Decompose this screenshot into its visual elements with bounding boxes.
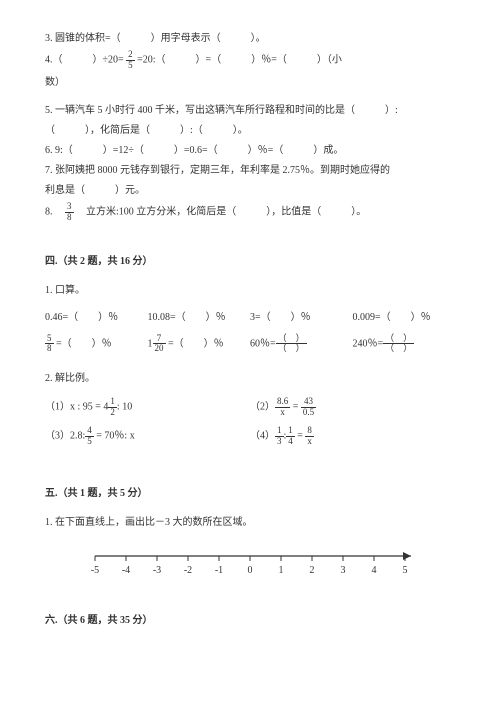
- p3-f1d: 5: [85, 437, 94, 447]
- p3-a: （3）2.8:: [45, 431, 85, 442]
- c5-den: 8: [45, 344, 54, 354]
- s5-q1-numberline: 1. 在下面直线上，画出比－3 大的数所在区域。: [45, 514, 455, 531]
- q8-fraction: 3 8: [65, 202, 74, 223]
- p4-f2d: 4: [286, 437, 295, 447]
- svg-text:5: 5: [403, 565, 408, 576]
- calc-c4: 0.009=（ ）％: [353, 309, 456, 326]
- q4-frac-den: 5: [126, 61, 135, 71]
- q8-text-b: 立方米:100 立方分米，化简后是（ ），比值是（ ）。: [76, 206, 366, 217]
- p2-f1d: x: [275, 408, 290, 418]
- calc-c6: 1 7 20 =（ ）％: [148, 334, 251, 355]
- number-line-wrap: -5 -4 -3 -2 -1 0 1 2 3 4 5: [45, 546, 455, 582]
- p4-a: （4）: [250, 431, 275, 442]
- calc-c2: 10.08=（ ）％: [148, 309, 251, 326]
- q4-text-a: 4.（ ）÷20=: [45, 55, 124, 66]
- section-5-header: 五.（共 1 题，共 5 分）: [45, 485, 455, 502]
- number-line-svg: -5 -4 -3 -2 -1 0 1 2 3 4 5: [80, 546, 420, 582]
- c7-a: 60％=: [250, 338, 276, 349]
- p3-f1: 4 5: [85, 426, 94, 447]
- svg-text:-1: -1: [215, 565, 223, 576]
- q4-text-b: =20:（ ）=（ ）％=（ ）（小: [137, 55, 342, 66]
- q8-cubic: 8. 3 8 立方米:100 立方分米，化简后是（ ），比值是（ ）。: [45, 202, 455, 223]
- q8-frac-den: 8: [65, 213, 74, 223]
- svg-text:2: 2: [310, 565, 315, 576]
- s4-q1-mental-calc: 1. 口算。: [45, 282, 455, 299]
- p3-b: = 70％: x: [94, 431, 135, 442]
- q4-division-ratio: 4.（ ）÷20= 2 5 =20:（ ）=（ ）％=（ ）（小: [45, 50, 455, 71]
- p1-den: 2: [108, 408, 117, 418]
- c6-frac: 7 20: [153, 334, 166, 355]
- section-4-header: 四.（共 2 题，共 16 分）: [45, 253, 455, 270]
- prop-grid: （1）x : 95 = 4 1 2 : 10 （2） 8.6 x = 43 0.…: [45, 397, 455, 455]
- section-6-header: 六.（共 6 题，共 35 分）: [45, 612, 455, 629]
- c6-b: =（ ）％: [166, 338, 224, 349]
- q5-car-ratio-b: （ ），化简后是（ ）:（ ）。: [45, 122, 455, 139]
- svg-text:3: 3: [341, 565, 346, 576]
- p4-eq: =: [295, 431, 306, 442]
- calc-c1: 0.46=（ ）％: [45, 309, 148, 326]
- c8-a: 240％=: [353, 338, 384, 349]
- q7-bank-a: 7. 张阿姨把 8000 元钱存到银行，定期三年，年利率是 2.75％。到期时她…: [45, 162, 455, 179]
- prop-p3: （3）2.8: 4 5 = 70％: x: [45, 426, 250, 447]
- p4-f1: 1 3: [275, 426, 284, 447]
- p4-f3: 8 x: [305, 426, 314, 447]
- p2-f1: 8.6 x: [275, 397, 290, 418]
- calc-c7: 60％= （ ） （ ）: [250, 334, 353, 355]
- c7-frac: （ ） （ ）: [276, 334, 307, 355]
- q4-fraction: 2 5: [126, 50, 135, 71]
- p4-f2: 1 4: [286, 426, 295, 447]
- svg-text:-4: -4: [122, 565, 130, 576]
- p1-frac: 1 2: [108, 397, 117, 418]
- q4-cont: 数）: [45, 74, 455, 91]
- prop-p4: （4） 1 3 : 1 4 = 8 x: [250, 426, 455, 447]
- calc-c8: 240％= （ ） （ ）: [353, 334, 456, 355]
- p2-f2d: 0.5: [301, 408, 316, 418]
- svg-text:-5: -5: [91, 565, 99, 576]
- calc-c5: 5 8 =（ ）％: [45, 334, 148, 355]
- c8-den: （ ）: [383, 344, 414, 354]
- svg-text:4: 4: [372, 565, 377, 576]
- svg-text:1: 1: [279, 565, 284, 576]
- p1-b: : 10: [117, 402, 132, 413]
- calc-c3: 3=（ ）％: [250, 309, 353, 326]
- c6-den: 20: [153, 344, 166, 354]
- p4-f1d: 3: [275, 437, 284, 447]
- c5-b: =（ ）％: [54, 338, 112, 349]
- c7-den: （ ）: [276, 344, 307, 354]
- calc-grid: 0.46=（ ）％ 10.08=（ ）％ 3=（ ）％ 0.009=（ ）％ 5…: [45, 309, 455, 363]
- prop-p1: （1）x : 95 = 4 1 2 : 10: [45, 397, 250, 418]
- c8-frac: （ ） （ ）: [383, 334, 414, 355]
- q6-ratio-fill: 6. 9:（ ）=12÷（ ）=0.6=（ ）％=（ ）成。: [45, 142, 455, 159]
- svg-text:-3: -3: [153, 565, 161, 576]
- q5-car-ratio-a: 5. 一辆汽车 5 小时行 400 千米，写出这辆汽车所行路程和时间的比是（ ）…: [45, 102, 455, 119]
- p1-a: （1）x : 95 = 4: [45, 402, 108, 413]
- p2-eq: =: [290, 402, 301, 413]
- svg-text:-2: -2: [184, 565, 192, 576]
- q3-cone-volume: 3. 圆锥的体积=（ ）用字母表示（ ）。: [45, 30, 455, 47]
- c5-frac: 5 8: [45, 334, 54, 355]
- svg-text:0: 0: [248, 565, 253, 576]
- prop-p2: （2） 8.6 x = 43 0.5: [250, 397, 455, 418]
- p2-a: （2）: [250, 402, 275, 413]
- p4-f3d: x: [305, 437, 314, 447]
- s4-q2-proportions: 2. 解比例。: [45, 370, 455, 387]
- p2-f2: 43 0.5: [301, 397, 316, 418]
- q7-bank-b: 利息是（ ）元。: [45, 182, 455, 199]
- q8-text-a: 8.: [45, 206, 63, 217]
